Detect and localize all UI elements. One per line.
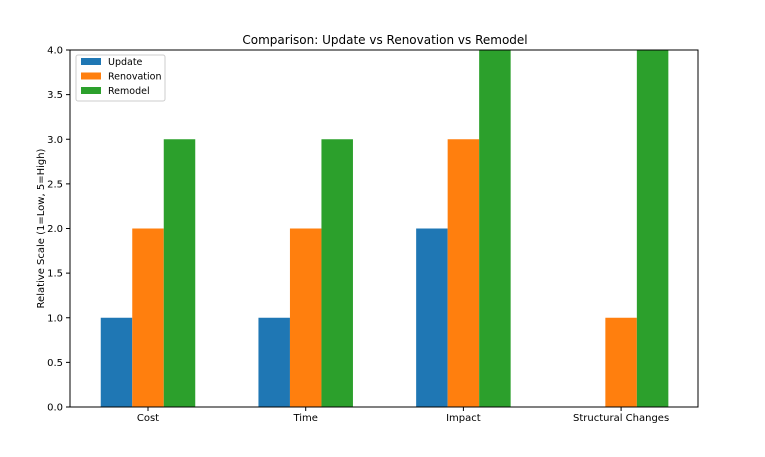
y-tick-label: 0.0 bbox=[47, 403, 63, 414]
bar-remodel-time bbox=[321, 139, 353, 407]
legend: Update Renovation Remodel bbox=[75, 54, 166, 102]
x-tick-label: Impact bbox=[446, 413, 481, 424]
bar-remodel-impact bbox=[479, 50, 511, 407]
y-tick-label: 1.5 bbox=[47, 269, 63, 280]
plot-frame bbox=[69, 49, 699, 408]
y-tick-label: 3.0 bbox=[47, 135, 63, 146]
x-tick-label: Structural Changes bbox=[573, 413, 669, 424]
bar-update-time bbox=[258, 317, 290, 407]
y-tick-label: 1.0 bbox=[47, 313, 63, 324]
chart-title: Comparison: Update vs Renovation vs Remo… bbox=[242, 33, 527, 47]
bar-remodel-structural-changes bbox=[636, 50, 669, 407]
legend-label-renovation: Renovation bbox=[108, 72, 162, 83]
y-axis-label: Relative Scale (1=Low, 5=High) bbox=[36, 148, 47, 308]
plot-area: 0.0 0.5 1.0 1.5 2.0 2.5 3.0 3.5 4.0 Cost Time Impac… bbox=[47, 46, 669, 425]
bar-update-cost bbox=[100, 317, 133, 407]
legend-swatch-renovation bbox=[81, 72, 101, 80]
y-tick-label: 3.5 bbox=[47, 90, 63, 101]
y-tick-label: 2.0 bbox=[47, 224, 63, 235]
bar-renovation-cost bbox=[132, 228, 164, 407]
bar-renovation-impact bbox=[447, 139, 480, 407]
x-tick-label: Cost bbox=[137, 413, 159, 424]
legend-label-update: Update bbox=[108, 57, 143, 68]
x-tick-label: Time bbox=[292, 413, 317, 424]
bar-renovation-structural-changes bbox=[605, 317, 637, 407]
legend-swatch-remodel bbox=[81, 87, 101, 94]
y-tick-label: 0.5 bbox=[47, 358, 63, 369]
bar-renovation-time bbox=[289, 228, 322, 407]
y-tick-label: 4.0 bbox=[47, 46, 63, 57]
legend-swatch-update bbox=[81, 58, 101, 65]
bar-update-impact bbox=[416, 228, 448, 407]
bar-remodel-cost bbox=[163, 139, 196, 407]
legend-label-remodel: Remodel bbox=[108, 86, 150, 97]
y-tick-label: 2.5 bbox=[47, 179, 63, 190]
